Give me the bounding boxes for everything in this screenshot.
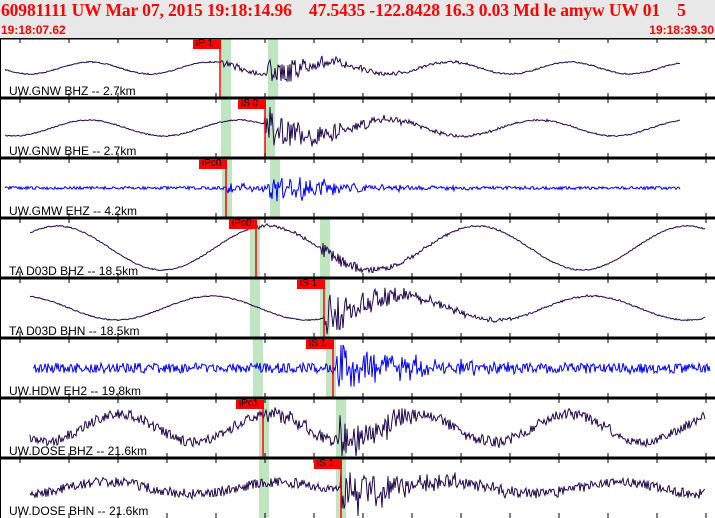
phase-window: [259, 458, 269, 518]
channel-label: UW.GNW BHZ -- 2.7km: [9, 84, 136, 98]
phase-window: [250, 278, 260, 338]
phase-window: [253, 338, 263, 398]
phase-window: [320, 278, 330, 338]
end-time: 19:18:39.30: [649, 23, 714, 37]
phase-pick-label[interactable]: iS 1: [314, 459, 342, 469]
phase-window: [265, 98, 275, 158]
phase-pick-label[interactable]: iPc0: [229, 219, 257, 229]
event-header: 60981111 UW Mar 07, 2015 19:18:14.96 47.…: [0, 0, 715, 38]
channel-label: UW.GMW EHZ -- 4.2km: [9, 204, 137, 218]
waveform-trace: [29, 287, 706, 335]
channel-label: UW.DOSE BHN -- 21.6km: [9, 504, 149, 518]
phase-pick-label[interactable]: iPc0: [199, 159, 227, 169]
phase-window: [221, 98, 231, 158]
channel-label: UW.HDW EH2 -- 19.8km: [9, 384, 142, 398]
waveform-trace: [4, 55, 681, 83]
phase-window: [221, 38, 231, 98]
phase-window: [268, 38, 278, 98]
phase-pick-label[interactable]: iS 1: [306, 339, 334, 349]
seismogram-plot[interactable]: [0, 38, 715, 518]
channel-label: TA D03D BHZ -- 18.5km: [9, 264, 139, 278]
channel-label: TA D03D BHN -- 18.5km: [9, 324, 140, 338]
phase-pick-label[interactable]: iS 0: [238, 99, 266, 109]
waveform-trace: [32, 344, 711, 387]
phase-pick-label[interactable]: iS 1: [297, 279, 325, 289]
phase-window: [250, 218, 260, 278]
phase-pick-label[interactable]: iP 1: [193, 39, 221, 49]
phase-window: [259, 398, 269, 458]
channel-label: UW.GNW BHE -- 2.7km: [9, 144, 137, 158]
channel-label: UW.DOSE BHZ -- 21.6km: [9, 444, 148, 458]
start-time: 19:18:07.62: [1, 23, 66, 37]
event-title: 60981111 UW Mar 07, 2015 19:18:14.96 47.…: [1, 0, 686, 20]
waveform-trace: [29, 407, 706, 457]
phase-pick-label[interactable]: iPc1: [236, 399, 264, 409]
waveform-trace: [4, 177, 681, 202]
waveform-trace: [29, 470, 706, 517]
waveform-trace: [29, 222, 706, 274]
waveform-trace: [4, 106, 681, 147]
